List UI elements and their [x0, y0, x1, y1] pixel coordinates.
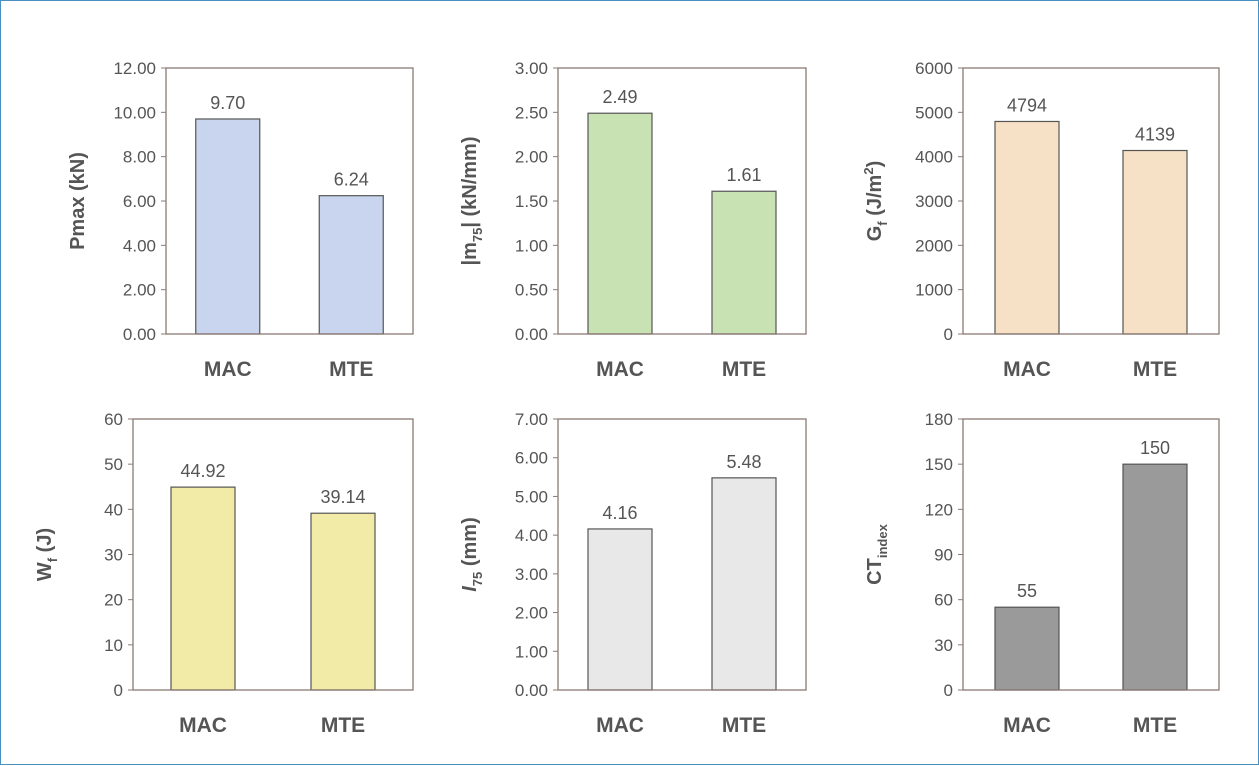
y-tick-label: 6.00: [515, 449, 548, 468]
y-tick-label: 3.00: [515, 565, 548, 584]
x-tick-label: MTE: [722, 358, 766, 381]
bar-mac: [994, 120, 1060, 335]
data-label: 1.61: [726, 165, 761, 185]
y-tick-label: 0: [114, 681, 123, 700]
y-tick-label: 60: [934, 591, 953, 610]
y-tick-label: 5.00: [515, 487, 548, 506]
y-axis-label: Wf (J): [34, 528, 60, 581]
plot-frame: [962, 418, 1220, 691]
y-tick-label: 60: [104, 410, 123, 429]
plot-frame: [557, 418, 807, 691]
y-tick-label: 50: [104, 455, 123, 474]
data-label: 4794: [1007, 95, 1047, 115]
y-tick-label: 4.00: [123, 236, 156, 255]
y-tick-label: 3000: [915, 192, 953, 211]
y-tick-label: 12.00: [113, 59, 156, 78]
y-tick-label: 2.00: [515, 148, 548, 167]
y-tick-label: 180: [925, 410, 953, 429]
plot-frame: [962, 67, 1220, 335]
data-label: 4.16: [602, 503, 637, 523]
y-tick-label: 0.50: [515, 281, 548, 300]
y-tick-label: 2.00: [515, 604, 548, 623]
y-tick-label: 0.00: [515, 681, 548, 700]
data-label: 6.24: [334, 170, 369, 190]
y-tick-label: 2.50: [515, 103, 548, 122]
y-tick-label: 30: [934, 636, 953, 655]
bar-mac: [195, 118, 261, 335]
chart-3: 0 1000 2000 3000 4000 5000 6000 4794 MAC 4139 MTE G…: [861, 59, 1220, 381]
y-tick-label: 90: [934, 546, 953, 565]
x-tick-label: MAC: [1003, 714, 1051, 737]
y-tick-label: 1000: [915, 281, 953, 300]
x-tick-label: MAC: [596, 714, 644, 737]
y-tick-label: 4.00: [515, 526, 548, 545]
y-tick-label: 5000: [915, 103, 953, 122]
y-tick-label: 0: [944, 325, 953, 344]
y-tick-label: 2000: [915, 236, 953, 255]
x-tick-label: MAC: [204, 358, 252, 381]
chart-2: 0.00 0.50 1.00 1.50 2.00 2.50 3.00 2.49 MAC 1.61 M…: [459, 59, 807, 381]
x-tick-label: MAC: [596, 358, 644, 381]
y-tick-label: 1.00: [515, 236, 548, 255]
y-tick-label: 0.00: [123, 325, 156, 344]
bar-mte: [1122, 463, 1188, 691]
y-tick-label: 10.00: [113, 103, 156, 122]
x-tick-label: MAC: [1003, 358, 1051, 381]
x-tick-label: MTE: [321, 714, 365, 737]
data-label: 44.92: [180, 461, 225, 481]
y-tick-label: 120: [925, 500, 953, 519]
x-tick-label: MAC: [179, 714, 227, 737]
y-axis-label: Gf (J/m2): [861, 161, 890, 242]
y-tick-label: 0.00: [515, 325, 548, 344]
y-tick-label: 40: [104, 500, 123, 519]
bar-mac: [170, 486, 236, 691]
bar-mte: [711, 190, 777, 335]
y-tick-label: 30: [104, 546, 123, 565]
bar-mte: [310, 512, 376, 691]
y-axis-label: I75 (mm): [459, 517, 485, 591]
x-tick-label: MTE: [329, 358, 373, 381]
y-tick-label: 3.00: [515, 59, 548, 78]
x-tick-label: MTE: [722, 714, 766, 737]
y-axis-label: CTindex: [864, 523, 890, 584]
data-label: 5.48: [726, 452, 761, 472]
y-tick-label: 6000: [915, 59, 953, 78]
data-label: 2.49: [602, 87, 637, 107]
y-axis-label: Pmax (kN): [67, 152, 89, 250]
plot-frame: [165, 67, 414, 335]
data-label: 150: [1140, 438, 1170, 458]
bar-mac: [994, 606, 1060, 691]
data-label: 4139: [1135, 125, 1175, 145]
chart-4: 0 10 20 30 40 50 60 44.92 MAC 39.14 MTE Wf (J): [34, 410, 414, 737]
chart-5: 0.00 1.00 2.00 3.00 4.00 5.00 6.00 7.00 4.16 MAC 5…: [459, 410, 807, 737]
bar-mte: [1122, 149, 1188, 335]
y-tick-label: 150: [925, 455, 953, 474]
x-tick-label: MTE: [1133, 358, 1177, 381]
y-tick-label: 6.00: [123, 192, 156, 211]
bar-mte: [318, 195, 384, 335]
y-tick-label: 1.00: [515, 642, 548, 661]
y-tick-label: 0: [944, 681, 953, 700]
plot-frame: [132, 418, 414, 691]
chart-6: 0 30 60 90 120 150 180 55 MAC 150 MTE CTindex: [864, 410, 1220, 737]
bar-mac: [587, 528, 653, 691]
data-label: 55: [1017, 581, 1037, 601]
y-tick-label: 7.00: [515, 410, 548, 429]
y-tick-label: 1.50: [515, 192, 548, 211]
y-axis-label: |m75| (kN/mm): [459, 136, 485, 265]
y-tick-label: 4000: [915, 148, 953, 167]
y-tick-label: 10: [104, 636, 123, 655]
y-tick-label: 2.00: [123, 281, 156, 300]
bar-mac: [587, 112, 653, 335]
data-label: 9.70: [210, 93, 245, 113]
data-label: 39.14: [320, 487, 365, 507]
y-tick-label: 8.00: [123, 148, 156, 167]
bar-mte: [711, 477, 777, 691]
y-tick-label: 20: [104, 591, 123, 610]
plot-frame: [557, 67, 807, 335]
x-tick-label: MTE: [1133, 714, 1177, 737]
chart-1: 0.00 2.00 4.00 6.00 8.00 10.00 12.00 9.70 MAC 6.2…: [67, 59, 414, 381]
